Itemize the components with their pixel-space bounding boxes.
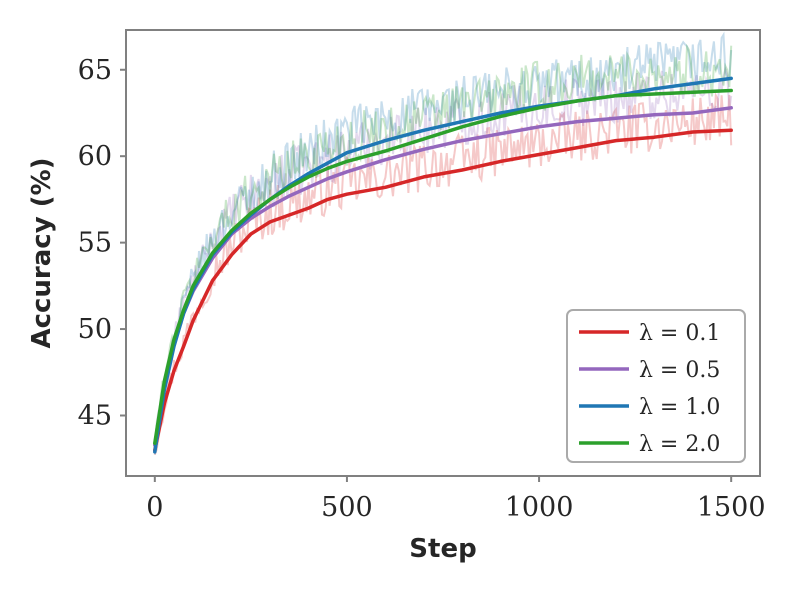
x-tick-label: 1000	[505, 492, 574, 523]
x-axis-label: Step	[409, 534, 476, 564]
x-tick-label: 1500	[697, 492, 766, 523]
legend-label: λ = 0.1	[639, 321, 720, 346]
x-axis: 0 500 1000 1500	[146, 476, 766, 523]
legend-box	[566, 309, 746, 463]
y-tick-label: 65	[78, 55, 112, 86]
y-tick-label: 50	[78, 314, 112, 345]
legend-label: λ = 2.0	[639, 432, 720, 457]
smoothed-series-layer	[153, 76, 733, 454]
raw-series-line	[153, 91, 733, 456]
raw-series-line	[153, 31, 733, 455]
plot-frame	[125, 29, 761, 477]
y-tick-label: 45	[78, 400, 112, 431]
series-line	[153, 128, 733, 452]
legend: λ = 0.1 λ = 0.5 λ = 1.0 λ = 2.0	[566, 309, 746, 463]
y-tick-label: 60	[78, 141, 112, 172]
legend-label: λ = 1.0	[639, 395, 720, 420]
y-axis-label: Accuracy (%)	[27, 157, 57, 348]
y-axis: 45 50 55 60 65	[78, 55, 126, 431]
x-tick-label: 0	[146, 492, 163, 523]
x-tick-label: 500	[321, 492, 373, 523]
y-tick-label: 55	[78, 228, 112, 259]
legend-label: λ = 0.5	[639, 358, 720, 383]
series-line	[153, 88, 733, 445]
